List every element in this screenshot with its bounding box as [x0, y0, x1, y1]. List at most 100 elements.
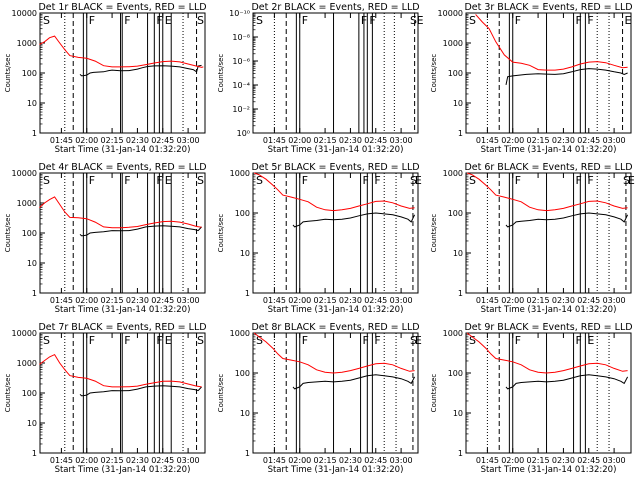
x-axis-label: Start Time (31-Jan-14 01:32:20): [268, 145, 404, 155]
flag-marker: F: [369, 14, 375, 27]
y-axis-label: Counts/sec: [4, 214, 12, 253]
flag-marker: F: [374, 334, 380, 347]
y-tick-label: 1: [32, 129, 37, 138]
x-tick-label: 02:15: [527, 296, 550, 305]
flag-marker: F: [515, 174, 521, 187]
x-tick-label: 02:15: [527, 456, 550, 465]
x-tick-label: 03:00: [177, 136, 200, 145]
axes-frame: [252, 332, 419, 454]
flag-marker: S: [469, 174, 476, 187]
series-line-lld: [39, 196, 202, 229]
flag-marker: F: [576, 174, 582, 187]
flag-marker: F: [302, 334, 308, 347]
x-tick-label: 02:00: [75, 456, 98, 465]
x-axis-label: Start Time (31-Jan-14 01:32:20): [55, 305, 191, 315]
flag-marker: F: [156, 14, 162, 27]
y-tick-label: 10⁻²: [232, 105, 250, 114]
y-tick-label: 100: [235, 369, 250, 378]
panel-det-5: Det 5r BLACK = Events, RED = LLD 1 10 100 10…: [217, 162, 422, 315]
panel-det-8: Det 8r BLACK = Events, RED = LLD 1 10 100 10…: [217, 322, 422, 475]
x-tick-label: 02:00: [288, 296, 311, 305]
y-tick-label: 1000: [443, 329, 463, 338]
y-axis-label: Counts/sec: [217, 214, 225, 253]
y-tick-label: 100: [448, 209, 463, 218]
x-tick-label: 02:30: [552, 136, 575, 145]
series-line-events: [79, 225, 202, 237]
y-tick-label: 10: [240, 409, 250, 418]
x-tick-label: 02:30: [126, 136, 149, 145]
x-tick-label: 03:00: [390, 296, 413, 305]
x-tick-label: 02:45: [151, 456, 174, 465]
x-axis-label: Start Time (31-Jan-14 01:32:20): [481, 145, 617, 155]
x-tick-label: 02:15: [314, 296, 337, 305]
y-axis-label: Counts/sec: [430, 374, 438, 413]
y-tick-label: 1000: [17, 359, 37, 368]
x-tick-label: 02:15: [101, 136, 124, 145]
series-line-lld: [466, 172, 628, 212]
flag-marker: S: [197, 334, 204, 347]
flag-marker: S: [43, 174, 50, 187]
x-tick-label: 02:00: [501, 136, 524, 145]
flag-marker: S: [469, 14, 476, 27]
y-tick-label: 1000: [443, 39, 463, 48]
flag-marker: F: [417, 14, 423, 27]
y-tick-label: 1000: [230, 169, 250, 178]
y-tick-label: 10⁻¹⁰: [229, 9, 250, 18]
flag-marker: E: [165, 334, 172, 347]
y-tick-label: 100: [448, 69, 463, 78]
x-tick-label: 01:45: [476, 456, 499, 465]
x-tick-label: 02:30: [126, 456, 149, 465]
x-tick-label: 02:30: [339, 136, 362, 145]
x-axis-label: Start Time (31-Jan-14 01:32:20): [55, 145, 191, 155]
panel-det-3: Det 3r BLACK = Events, RED = LLD 1 10 100 10…: [430, 2, 633, 155]
y-tick-label: 1000: [443, 169, 463, 178]
axes-frame: [465, 172, 632, 294]
series-line-lld: [253, 172, 415, 212]
y-tick-label: 1: [458, 289, 463, 298]
flag-marker: F: [587, 174, 593, 187]
x-tick-label: 01:45: [50, 136, 73, 145]
y-tick-label: 10: [27, 259, 37, 268]
axes-frame: [252, 172, 419, 294]
y-tick-label: 100: [235, 209, 250, 218]
x-axis-label: Start Time (31-Jan-14 01:32:20): [268, 465, 404, 475]
flag-marker: F: [89, 14, 95, 27]
x-tick-label: 03:00: [177, 296, 200, 305]
y-axis-label: Counts/sec: [430, 214, 438, 253]
flag-marker: S: [43, 334, 50, 347]
flag-marker: E: [165, 14, 172, 27]
flag-marker: F: [515, 14, 521, 27]
flag-marker: F: [156, 174, 162, 187]
series-line-lld: [466, 332, 628, 374]
series-line-events: [79, 64, 202, 77]
y-axis-label: Counts/sec: [217, 374, 225, 413]
x-tick-label: 02:45: [577, 296, 600, 305]
y-tick-label: 10⁰: [237, 129, 250, 138]
flag-marker: E: [628, 174, 635, 187]
flag-marker: E: [417, 14, 424, 27]
flag-marker: F: [363, 334, 369, 347]
x-tick-label: 02:45: [364, 136, 387, 145]
y-tick-label: 1000: [17, 199, 37, 208]
flag-marker: E: [415, 174, 422, 187]
x-tick-label: 02:15: [314, 456, 337, 465]
x-tick-label: 03:00: [603, 296, 626, 305]
x-tick-label: 02:45: [577, 136, 600, 145]
flag-marker: F: [156, 334, 162, 347]
y-axis-label: Counts/sec: [4, 54, 12, 93]
y-tick-label: 1000: [230, 329, 250, 338]
flag-marker: F: [361, 14, 367, 27]
flag-marker: F: [587, 334, 593, 347]
panel-det-2: Det 2r BLACK = Events, RED = LLD 10⁰ 10⁻² 1…: [217, 2, 424, 155]
flag-marker: F: [89, 334, 95, 347]
x-tick-label: 02:00: [75, 136, 98, 145]
flag-marker: E: [625, 14, 632, 27]
x-tick-label: 02:30: [552, 456, 575, 465]
flag-marker: S: [256, 334, 263, 347]
flag-marker: F: [515, 334, 521, 347]
y-tick-label: 10: [240, 249, 250, 258]
panel-title: Det 2r BLACK = Events, RED = LLD: [251, 2, 419, 13]
flag-marker: S: [623, 174, 630, 187]
series-line-lld: [39, 353, 202, 388]
